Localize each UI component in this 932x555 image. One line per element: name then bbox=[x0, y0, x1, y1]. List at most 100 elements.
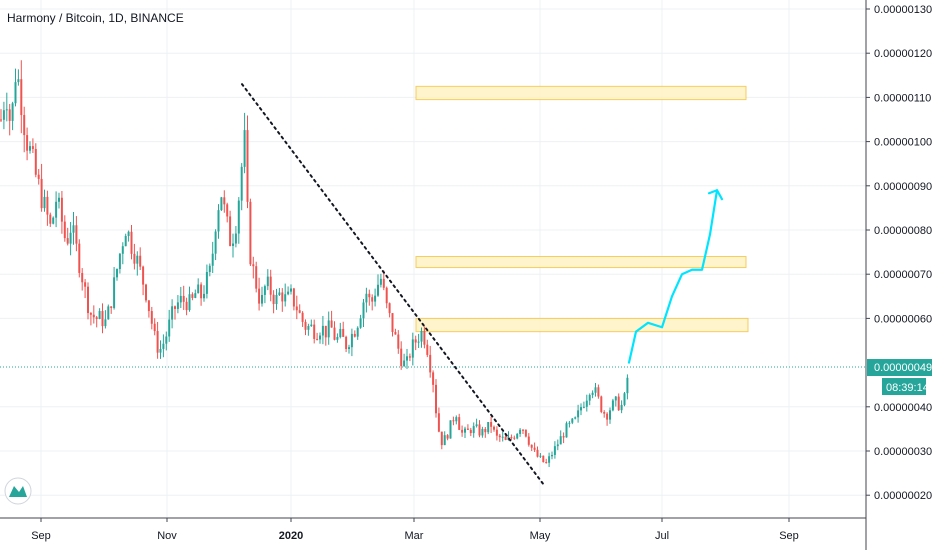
candle-body bbox=[588, 394, 591, 401]
candle-body bbox=[17, 79, 20, 83]
candle-body bbox=[539, 455, 542, 457]
resistance-zone bbox=[415, 85, 747, 101]
candle-body bbox=[519, 429, 522, 434]
candle-body bbox=[46, 196, 49, 215]
candle-body bbox=[191, 294, 194, 298]
tradingview-logo-icon bbox=[9, 486, 27, 497]
tradingview-logo[interactable] bbox=[4, 477, 32, 505]
candle-body bbox=[185, 301, 188, 311]
candle-body bbox=[403, 360, 406, 367]
overlays bbox=[0, 83, 866, 488]
candle-body bbox=[582, 406, 585, 408]
candle-body bbox=[298, 310, 301, 313]
candle-body bbox=[321, 325, 324, 336]
candle-body bbox=[217, 210, 220, 232]
candle-body bbox=[78, 243, 81, 273]
candle-body bbox=[214, 231, 217, 254]
candle-body bbox=[527, 436, 530, 445]
candle-body bbox=[145, 284, 147, 301]
candle-body bbox=[594, 387, 597, 393]
candle-body bbox=[110, 306, 113, 308]
candle-body bbox=[266, 276, 269, 287]
projection-arrowhead bbox=[707, 189, 724, 201]
candle-body bbox=[524, 429, 527, 437]
candle-body bbox=[20, 79, 23, 116]
candle-body bbox=[548, 456, 551, 463]
candle-body bbox=[40, 178, 43, 209]
candle-body bbox=[362, 302, 365, 319]
candle-body bbox=[620, 404, 623, 411]
candle-body bbox=[2, 110, 5, 120]
axes bbox=[0, 0, 867, 550]
candle-body bbox=[498, 435, 501, 438]
candle-body bbox=[179, 295, 182, 303]
candle-body bbox=[23, 115, 26, 136]
candle-body bbox=[446, 435, 449, 439]
x-tick-label: May bbox=[530, 530, 551, 542]
resistance-zones bbox=[415, 85, 749, 333]
candle-body bbox=[49, 214, 52, 224]
candle-body bbox=[29, 146, 31, 151]
candle-body bbox=[400, 348, 403, 367]
candle-body bbox=[345, 336, 348, 350]
resistance-zone bbox=[415, 317, 749, 333]
candle-body bbox=[246, 130, 249, 202]
descending-trendline bbox=[241, 83, 546, 488]
candle-body bbox=[385, 287, 388, 304]
candle-body bbox=[606, 413, 609, 420]
candle-body bbox=[394, 331, 397, 335]
y-tick-label: 0.00000030 bbox=[874, 446, 932, 458]
candle-body bbox=[142, 266, 145, 285]
candle-body bbox=[98, 311, 101, 319]
candle-body bbox=[34, 148, 37, 175]
candle-body bbox=[350, 333, 353, 348]
candle-body bbox=[258, 288, 261, 304]
candle-body bbox=[565, 423, 568, 438]
candle-body bbox=[379, 278, 382, 285]
candle-body bbox=[66, 238, 69, 244]
candle-body bbox=[542, 455, 545, 463]
candle-body bbox=[150, 311, 153, 324]
candle-body bbox=[545, 462, 548, 464]
candle-body bbox=[377, 284, 379, 296]
y-tick-label: 0.00000100 bbox=[874, 137, 932, 149]
candle-body bbox=[278, 292, 281, 296]
countdown-tag bbox=[882, 378, 926, 396]
candle-body bbox=[603, 411, 606, 414]
candle-body bbox=[353, 333, 356, 337]
candle-body bbox=[60, 197, 63, 222]
candle-body bbox=[510, 437, 513, 439]
candle-body bbox=[319, 335, 321, 340]
candle-body bbox=[69, 232, 72, 244]
candle-body bbox=[420, 330, 423, 342]
candle-body bbox=[495, 429, 498, 436]
candle-body bbox=[437, 413, 440, 432]
candle-body bbox=[307, 325, 310, 330]
candle-body bbox=[243, 130, 246, 167]
candle-body bbox=[388, 303, 391, 314]
resistance-zone bbox=[415, 256, 747, 269]
candle-body bbox=[617, 396, 620, 411]
candle-body bbox=[37, 174, 40, 179]
candle-body bbox=[130, 231, 133, 254]
current-price-tag bbox=[867, 359, 932, 377]
current-price-label: 0.00000049 bbox=[874, 362, 932, 374]
candle-body bbox=[571, 418, 574, 423]
candle-body bbox=[484, 428, 487, 433]
candle-body bbox=[63, 221, 66, 239]
candle-body bbox=[614, 396, 617, 401]
candle-body bbox=[113, 277, 116, 308]
candle-body bbox=[52, 217, 55, 224]
candle-body bbox=[92, 314, 95, 318]
candle-body bbox=[295, 306, 298, 311]
candle-body bbox=[290, 288, 292, 292]
candle-body bbox=[478, 424, 481, 436]
candle-body bbox=[232, 243, 234, 246]
candle-body bbox=[168, 319, 171, 337]
candle-body bbox=[211, 253, 214, 266]
candle-body bbox=[234, 233, 237, 244]
candle-body bbox=[58, 197, 60, 202]
candle-body bbox=[200, 284, 203, 299]
